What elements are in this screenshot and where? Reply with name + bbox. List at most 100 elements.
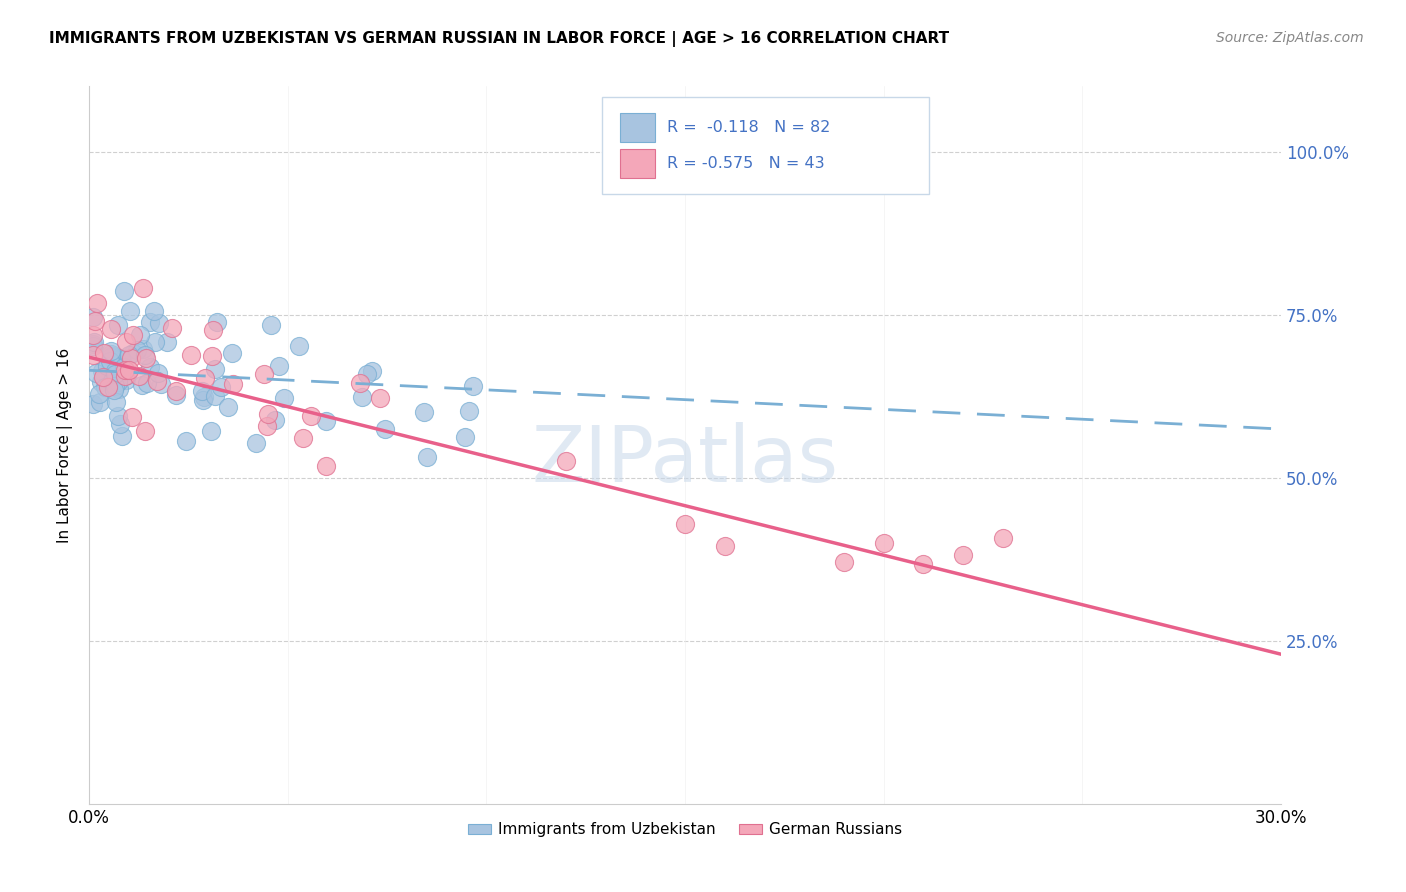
Point — [361, 364, 384, 378]
Bar — [620, 113, 655, 142]
Point — [162, 321, 184, 335]
Point — [142, 303, 165, 318]
Point — [108, 382, 131, 396]
Point — [174, 434, 197, 448]
Bar — [620, 149, 655, 178]
Point — [267, 359, 290, 374]
Point — [98, 353, 121, 368]
Point — [114, 360, 136, 375]
Point — [245, 436, 267, 450]
Point — [221, 346, 243, 360]
Point — [148, 366, 170, 380]
Point — [299, 409, 322, 423]
Point — [128, 369, 150, 384]
Point — [97, 379, 120, 393]
Point — [873, 536, 896, 550]
Point — [252, 368, 274, 382]
Point — [991, 531, 1014, 545]
Point — [91, 370, 114, 384]
Point — [93, 371, 115, 385]
Point — [461, 379, 484, 393]
Point — [132, 281, 155, 295]
Point — [120, 351, 142, 366]
Point — [150, 376, 173, 391]
Point — [115, 373, 138, 387]
Point — [127, 343, 149, 357]
Point — [131, 378, 153, 392]
Point — [100, 351, 122, 365]
Point — [315, 458, 337, 473]
Point — [100, 321, 122, 335]
Point — [83, 335, 105, 350]
Point — [217, 400, 239, 414]
Point — [104, 368, 127, 382]
Point — [193, 390, 215, 404]
FancyBboxPatch shape — [602, 97, 929, 194]
Text: Source: ZipAtlas.com: Source: ZipAtlas.com — [1216, 31, 1364, 45]
Point — [673, 516, 696, 531]
Point — [350, 390, 373, 404]
Point — [132, 343, 155, 357]
Point — [554, 454, 576, 468]
Point — [82, 310, 104, 324]
Legend: Immigrants from Uzbekistan, German Russians: Immigrants from Uzbekistan, German Russi… — [461, 816, 908, 843]
Point — [107, 375, 129, 389]
Point — [82, 339, 104, 353]
Point — [121, 409, 143, 424]
Point — [454, 430, 477, 444]
Point — [90, 364, 112, 378]
Point — [114, 284, 136, 298]
Point — [209, 380, 232, 394]
Point — [201, 349, 224, 363]
Point — [260, 318, 283, 333]
Point — [103, 383, 125, 397]
Point — [156, 334, 179, 349]
Point — [93, 346, 115, 360]
Point — [82, 337, 104, 351]
Point — [416, 450, 439, 464]
Point — [713, 539, 735, 553]
Point — [200, 425, 222, 439]
Point — [194, 370, 217, 384]
Point — [111, 428, 134, 442]
Point — [122, 328, 145, 343]
Point — [134, 348, 156, 362]
Point — [349, 376, 371, 391]
Point — [104, 395, 127, 409]
Point — [82, 396, 104, 410]
Point — [413, 405, 436, 419]
Point — [291, 431, 314, 445]
Point — [257, 407, 280, 421]
Point — [103, 364, 125, 378]
Point — [122, 345, 145, 359]
Point — [100, 344, 122, 359]
Point — [288, 339, 311, 353]
Point — [912, 558, 935, 572]
Point — [105, 360, 128, 375]
Point — [118, 303, 141, 318]
Point — [87, 387, 110, 401]
Point — [139, 315, 162, 329]
Text: R =  -0.118   N = 82: R = -0.118 N = 82 — [668, 120, 831, 135]
Point — [84, 366, 107, 380]
Point — [205, 315, 228, 329]
Point — [118, 362, 141, 376]
Point — [143, 335, 166, 350]
Point — [115, 335, 138, 350]
Point — [193, 393, 215, 408]
Point — [118, 348, 141, 362]
Point — [191, 384, 214, 399]
Point — [100, 347, 122, 361]
Point — [107, 318, 129, 333]
Point — [115, 368, 138, 382]
Point — [222, 376, 245, 391]
Point — [111, 353, 134, 368]
Point — [134, 424, 156, 438]
Point — [129, 327, 152, 342]
Point — [138, 359, 160, 374]
Point — [165, 384, 187, 398]
Text: IMMIGRANTS FROM UZBEKISTAN VS GERMAN RUSSIAN IN LABOR FORCE | AGE > 16 CORRELATI: IMMIGRANTS FROM UZBEKISTAN VS GERMAN RUS… — [49, 31, 949, 47]
Point — [84, 314, 107, 328]
Point — [135, 351, 157, 365]
Point — [96, 359, 118, 373]
